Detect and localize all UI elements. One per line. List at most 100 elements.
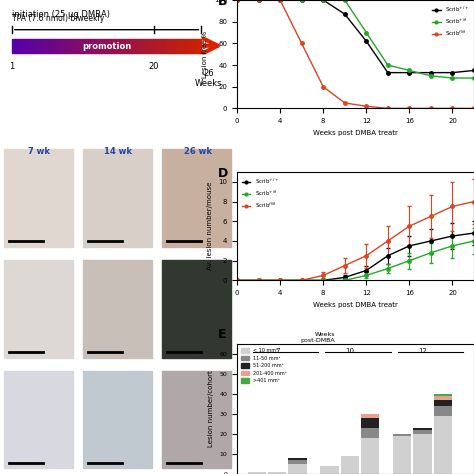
Bar [90,39,91,54]
Bar [118,39,120,54]
Bar [95,39,97,54]
Y-axis label: Lesion number/cohort: Lesion number/cohort [208,371,214,447]
Bar [162,39,164,54]
Text: E: E [218,328,227,341]
Bar [110,39,112,54]
Bar [182,39,184,54]
Text: 20: 20 [149,62,159,71]
Bar [150,39,152,54]
Text: 10: 10 [346,348,355,354]
Bar [248,472,266,474]
Bar [52,39,54,54]
Scrib+/+ [234,0,240,3]
Bar [31,39,33,54]
Bar [82,39,84,54]
Scrib+/+ [342,11,347,17]
Text: D: D [218,166,228,180]
Bar [196,39,198,54]
Scribfl/fl [255,0,261,3]
Scrib+/fl [364,30,369,36]
Bar [194,39,196,54]
Scribfl/fl [450,106,456,111]
Scrib+/fl [450,75,456,81]
Bar [361,428,379,438]
Text: B: B [218,0,228,8]
Scrib+/fl [255,0,261,3]
Bar [434,406,452,416]
Bar [143,39,145,54]
Scrib+/fl [428,73,434,79]
Bar [320,466,339,474]
Bar [361,438,379,474]
Bar [83,149,153,246]
Bar [12,39,14,54]
Bar [101,39,103,54]
Bar [21,39,23,54]
Bar [105,39,107,54]
Bar [128,39,129,54]
Bar [16,39,18,54]
Bar [44,39,46,54]
Bar [48,39,50,54]
Text: 7: 7 [275,348,280,354]
Scrib+/fl [385,62,391,68]
Bar [91,39,93,54]
Bar [184,39,186,54]
Text: 1: 1 [9,62,15,71]
Bar [173,39,175,54]
Bar [112,39,114,54]
Line: Scrib+/fl: Scrib+/fl [235,0,474,80]
Bar [141,39,143,54]
Bar [393,436,411,474]
Bar [107,39,109,54]
Line: Scrib+/+: Scrib+/+ [235,0,474,74]
Scrib+/fl [277,0,283,3]
Scrib+/fl [407,68,412,73]
Text: 14 wk: 14 wk [104,147,133,156]
Legend: Scrib$^{+/+}$, Scrib$^{+/fl}$, Scrib$^{fl/fl}$: Scrib$^{+/+}$, Scrib$^{+/fl}$, Scrib$^{f… [240,175,281,213]
Scrib+/fl [342,0,347,3]
Bar [93,39,95,54]
Scribfl/fl [320,84,326,90]
Bar [55,39,57,54]
Bar [46,39,48,54]
Bar [361,418,379,428]
Scribfl/fl [428,106,434,111]
Bar [38,39,40,54]
Scribfl/fl [471,106,474,111]
Scrib+/+ [471,68,474,73]
Bar [164,39,165,54]
Bar [434,396,452,400]
Bar [181,39,182,54]
Bar [29,39,31,54]
Bar [137,39,139,54]
Scribfl/fl [299,40,304,46]
Bar [67,39,69,54]
Bar [25,39,27,54]
Bar [171,39,173,54]
Y-axis label: Av. lesion number/mouse: Av. lesion number/mouse [207,182,213,270]
Text: 7 wk: 7 wk [28,147,51,156]
Scrib+/fl [234,0,240,3]
Scribfl/fl [407,106,412,111]
Scribfl/fl [364,103,369,109]
Bar [36,39,38,54]
Bar [131,39,133,54]
Bar [109,39,110,54]
Scribfl/fl [342,100,347,106]
Bar [54,39,55,54]
Bar [198,39,200,54]
Text: 26
Weeks: 26 Weeks [195,69,222,88]
Bar [83,371,153,468]
Bar [152,39,154,54]
Bar [289,464,307,474]
Bar [139,39,141,54]
Bar [59,39,61,54]
Text: Weeks
post-DMBA: Weeks post-DMBA [301,332,336,343]
Bar [122,39,124,54]
Bar [86,39,88,54]
Bar [74,39,76,54]
Y-axis label: Lesion free %: Lesion free % [202,30,208,78]
Bar [61,39,63,54]
Bar [73,39,74,54]
